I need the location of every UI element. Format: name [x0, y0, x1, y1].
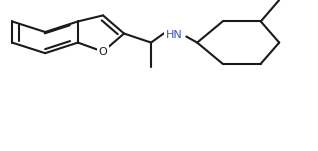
Text: O: O [99, 47, 107, 57]
Text: HN: HN [166, 30, 183, 40]
